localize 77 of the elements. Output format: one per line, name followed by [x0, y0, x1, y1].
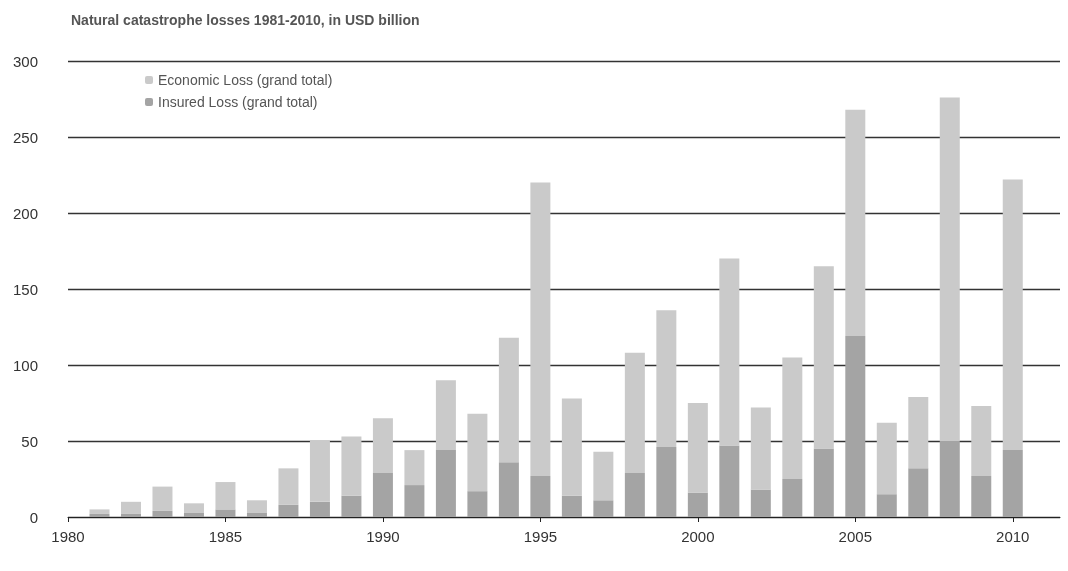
bar: [845, 336, 866, 517]
bar: [404, 450, 425, 486]
bar: [372, 472, 393, 517]
bar: [152, 486, 173, 511]
bar: [435, 380, 456, 451]
bar: [498, 462, 519, 517]
x-tick-label: 1990: [366, 528, 400, 545]
bar: [246, 500, 267, 513]
chart-title: Natural catastrophe losses 1981-2010, in USD billion: [71, 12, 420, 28]
legend-label: Economic Loss (grand total): [158, 72, 333, 88]
bar: [89, 509, 110, 514]
bar: [183, 503, 204, 513]
bar: [971, 475, 992, 517]
bar: [624, 352, 645, 473]
bar: [341, 495, 362, 517]
y-tick-label: 250: [12, 128, 38, 146]
bar: [215, 509, 236, 517]
bar: [89, 513, 110, 517]
bar: [750, 407, 771, 490]
bar: [782, 357, 803, 479]
bar: [498, 337, 519, 463]
bar: [404, 485, 425, 517]
bar: [278, 468, 299, 505]
bar: [341, 436, 362, 496]
bar: [624, 472, 645, 517]
bar: [435, 450, 456, 517]
bar: [750, 489, 771, 517]
bar: [1002, 179, 1023, 451]
bar: [939, 441, 960, 517]
y-tick-label: 300: [12, 52, 38, 70]
x-tick-label: 1980: [51, 528, 85, 545]
x-tick-label: 1995: [523, 528, 558, 545]
y-tick-label: 150: [12, 280, 38, 298]
bar: [467, 491, 488, 517]
bar: [215, 482, 236, 510]
bar: [467, 413, 488, 492]
y-tick-label: 50: [21, 432, 38, 450]
bar: [593, 451, 614, 501]
bar: [561, 495, 582, 517]
bar: [372, 418, 393, 473]
y-tick-label: 100: [12, 356, 38, 374]
bar: [183, 512, 204, 517]
bar: [530, 475, 551, 517]
bar: [939, 97, 960, 441]
bar: [278, 504, 299, 517]
bar: [687, 492, 708, 517]
bar: [687, 403, 708, 493]
x-tick-label: 2005: [838, 528, 872, 545]
x-tick-label: 1985: [208, 528, 243, 545]
y-tick-label: 0: [29, 508, 38, 526]
bar: [845, 109, 866, 337]
bar: [1002, 450, 1023, 517]
bar: [120, 513, 141, 517]
bar: [908, 468, 929, 517]
bar: [120, 501, 141, 514]
bar: [908, 396, 929, 469]
bar: [656, 310, 677, 448]
bar: [561, 398, 582, 496]
bar: [813, 448, 834, 517]
bar: [719, 258, 740, 446]
bar: [246, 512, 267, 517]
y-tick-label: 200: [12, 204, 38, 222]
bar: [656, 447, 677, 517]
bar: [876, 494, 897, 517]
bar: [530, 182, 551, 476]
bar: [813, 266, 834, 449]
bar: [782, 479, 803, 517]
bar: [719, 445, 740, 517]
x-tick-label: 2000: [681, 528, 715, 545]
bar: [309, 441, 330, 502]
bar: [593, 500, 614, 517]
bar: [971, 406, 992, 476]
x-tick-label: 2010: [996, 528, 1030, 545]
bar: [152, 510, 173, 517]
legend-label: Insured Loss (grand total): [158, 94, 318, 110]
bar: [876, 422, 897, 495]
bar: [309, 501, 330, 517]
